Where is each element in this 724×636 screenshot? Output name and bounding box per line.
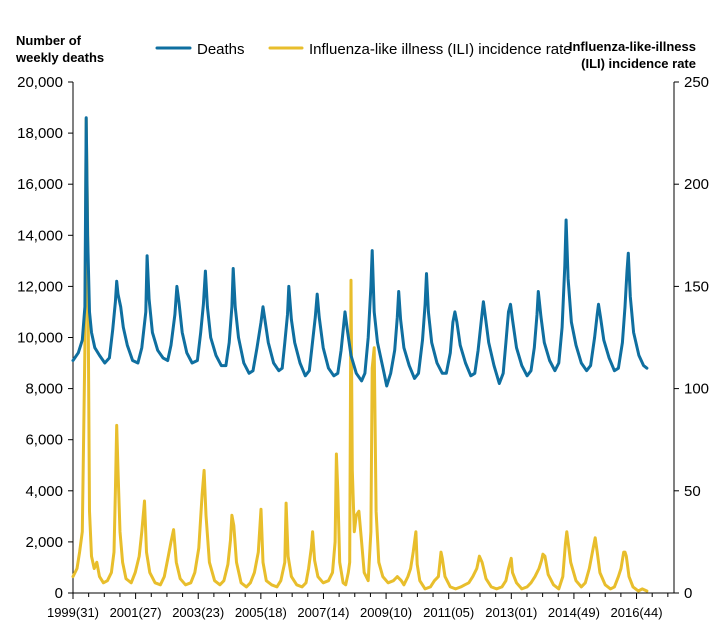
left-axis-title-line-2: weekly deaths: [15, 50, 104, 65]
axes: 0 2,000 4,000 6,000 8,000 10,000 12,000 14,000 1…: [17, 74, 709, 620]
legend-deaths-label: Deaths: [197, 41, 245, 58]
left-y-tick-label: 16,000: [17, 176, 63, 193]
left-y-tick-label: 20,000: [17, 74, 63, 91]
left-y-tick-label: 12,000: [17, 278, 63, 295]
right-y-tick-label: 250: [684, 74, 709, 91]
x-tick-label: 1999(31): [47, 605, 99, 620]
left-y-tick-label: 10,000: [17, 330, 63, 347]
x-tick-label: 2001(27): [110, 605, 162, 620]
left-y-tick-label: 14,000: [17, 227, 63, 244]
left-axis-title: Number of weekly deaths: [15, 33, 104, 65]
right-axis-title-line-1: Influenza-like-illness: [569, 39, 696, 54]
x-tick-label: 2013(01): [485, 605, 537, 620]
x-tick-label: 2009(10): [360, 605, 412, 620]
left-y-tick-label: 6,000: [25, 432, 63, 449]
left-axis-title-line-1: Number of: [16, 33, 82, 48]
right-y-tick-label: 0: [684, 585, 692, 602]
left-y-tick-label: 4,000: [25, 483, 63, 500]
right-axis-title: Influenza-like-illness (ILI) incidence r…: [569, 39, 696, 71]
deaths-series-line: [71, 116, 649, 388]
right-y-tick-label: 50: [684, 483, 701, 500]
right-axis-title-line-2: (ILI) incidence rate: [581, 56, 696, 71]
left-y-tick-label: 18,000: [17, 125, 63, 142]
x-tick-label: 2003(23): [172, 605, 224, 620]
right-y-tick-label: 100: [684, 381, 709, 398]
ili-series-line: [71, 117, 649, 593]
x-tick-label: 2005(18): [235, 605, 287, 620]
x-tick-label: 2007(14): [297, 605, 349, 620]
left-y-tick-label: 0: [55, 585, 63, 602]
left-y-tick-label: 8,000: [25, 381, 63, 398]
right-y-tick-label: 200: [684, 176, 709, 193]
x-tick-label: 2014(49): [548, 605, 600, 620]
left-y-tick-label: 2,000: [25, 534, 63, 551]
legend-ili-label: Influenza-like illness (ILI) incidence r…: [309, 41, 572, 58]
series-layer: [71, 116, 649, 593]
x-tick-label: 2016(44): [611, 605, 663, 620]
right-y-tick-label: 150: [684, 278, 709, 295]
x-tick-label: 2011(05): [423, 605, 474, 620]
legend: Deaths Influenza-like illness (ILI) inci…: [155, 41, 572, 58]
